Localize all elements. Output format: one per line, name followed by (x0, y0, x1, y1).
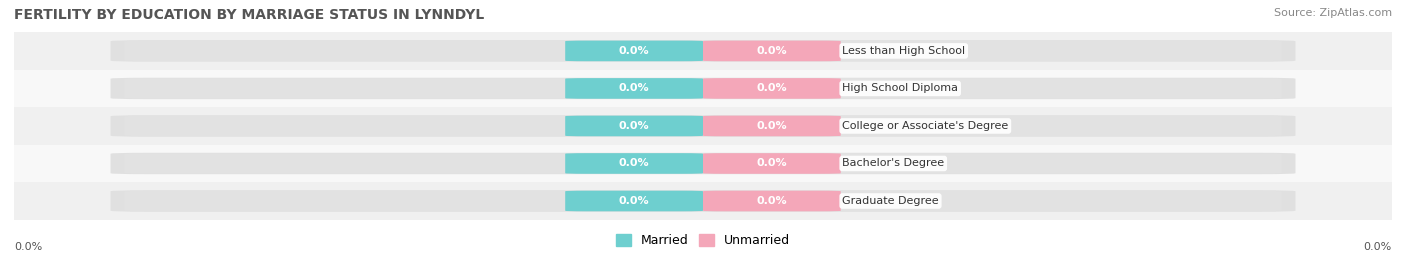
FancyBboxPatch shape (124, 41, 1282, 61)
Text: 0.0%: 0.0% (619, 46, 650, 56)
Bar (14, 70, 1392, 107)
Text: Graduate Degree: Graduate Degree (842, 196, 939, 206)
Text: High School Diploma: High School Diploma (842, 83, 957, 94)
Text: 0.0%: 0.0% (756, 83, 787, 94)
FancyBboxPatch shape (111, 190, 1295, 212)
FancyBboxPatch shape (565, 78, 703, 99)
Text: 0.0%: 0.0% (619, 121, 650, 131)
FancyBboxPatch shape (111, 78, 1295, 99)
Text: 0.0%: 0.0% (14, 242, 42, 252)
FancyBboxPatch shape (124, 153, 1282, 174)
Legend: Married, Unmarried: Married, Unmarried (616, 234, 790, 247)
Text: 0.0%: 0.0% (756, 158, 787, 169)
FancyBboxPatch shape (111, 40, 1295, 62)
FancyBboxPatch shape (565, 153, 703, 174)
FancyBboxPatch shape (703, 116, 841, 136)
Text: 0.0%: 0.0% (756, 196, 787, 206)
FancyBboxPatch shape (703, 191, 841, 211)
Text: 0.0%: 0.0% (756, 121, 787, 131)
FancyBboxPatch shape (703, 153, 841, 174)
Text: Bachelor's Degree: Bachelor's Degree (842, 158, 945, 169)
Text: College or Associate's Degree: College or Associate's Degree (842, 121, 1008, 131)
FancyBboxPatch shape (111, 153, 1295, 174)
Text: 0.0%: 0.0% (619, 158, 650, 169)
Text: 0.0%: 0.0% (619, 196, 650, 206)
Text: 0.0%: 0.0% (1364, 242, 1392, 252)
FancyBboxPatch shape (565, 41, 703, 61)
Text: Less than High School: Less than High School (842, 46, 966, 56)
FancyBboxPatch shape (124, 78, 1282, 99)
Text: Source: ZipAtlas.com: Source: ZipAtlas.com (1274, 8, 1392, 18)
Bar (14, 32, 1392, 70)
FancyBboxPatch shape (111, 115, 1295, 137)
FancyBboxPatch shape (703, 78, 841, 99)
FancyBboxPatch shape (565, 191, 703, 211)
FancyBboxPatch shape (124, 116, 1282, 136)
FancyBboxPatch shape (124, 191, 1282, 211)
FancyBboxPatch shape (565, 116, 703, 136)
Bar (14, 182, 1392, 220)
Bar (14, 107, 1392, 145)
Text: FERTILITY BY EDUCATION BY MARRIAGE STATUS IN LYNNDYL: FERTILITY BY EDUCATION BY MARRIAGE STATU… (14, 8, 484, 22)
Bar (14, 145, 1392, 182)
FancyBboxPatch shape (703, 41, 841, 61)
Text: 0.0%: 0.0% (619, 83, 650, 94)
Text: 0.0%: 0.0% (756, 46, 787, 56)
